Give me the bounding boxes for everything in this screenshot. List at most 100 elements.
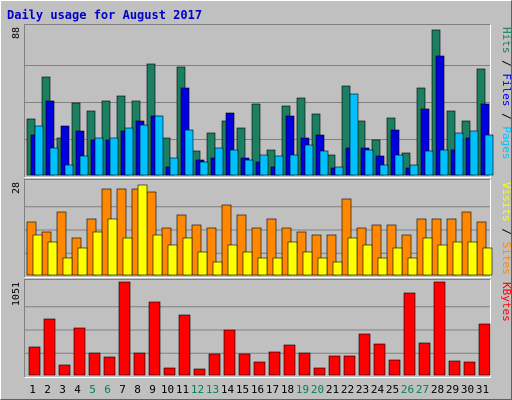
bar-kbytes-day-31 — [478, 323, 491, 376]
bar-pages-day-18 — [289, 154, 299, 176]
bar-sites-day-29 — [452, 241, 463, 276]
x-tick-label-day-15: 15 — [236, 383, 249, 396]
x-tick-label-day-29: 29 — [446, 383, 459, 396]
x-tick-label-day-25: 25 — [386, 383, 399, 396]
x-tick-label-day-31: 31 — [476, 383, 489, 396]
panel-bevel-dark — [24, 24, 491, 178]
panel-bevel-light — [24, 279, 491, 378]
bar-sites-day-30 — [467, 241, 478, 276]
x-tick-label-day-24: 24 — [371, 383, 385, 396]
x-tick-label-day-28: 28 — [431, 383, 444, 396]
bar-kbytes-day-15 — [238, 353, 251, 376]
bar-kbytes-day-12 — [193, 368, 206, 376]
bar-pages-day-3 — [64, 164, 74, 176]
bar-kbytes-day-18 — [283, 344, 296, 376]
bar-pages-day-15 — [244, 159, 254, 176]
x-tick-label-day-12: 12 — [191, 383, 204, 396]
x-tick-label-day-17: 17 — [266, 383, 279, 396]
bar-sites-day-10 — [167, 244, 178, 276]
bar-sites-day-9 — [152, 234, 163, 276]
bar-sites-day-13 — [212, 261, 223, 276]
bar-visits-day-22 — [341, 198, 352, 276]
bar-kbytes-day-19 — [298, 352, 311, 376]
bar-sites-day-23 — [362, 244, 373, 276]
bar-kbytes-day-16 — [253, 361, 266, 376]
bar-pages-day-8 — [139, 124, 149, 176]
panel-bevel-dark — [24, 279, 491, 378]
legend-item-visits: Visits — [500, 182, 512, 222]
bar-sites-day-12 — [197, 251, 208, 276]
legend-item-pages: Pages — [500, 126, 512, 159]
bar-sites-day-27 — [422, 237, 433, 276]
bar-sites-day-26 — [407, 257, 418, 276]
x-tick-label-day-11: 11 — [176, 383, 189, 396]
bar-visits-day-17 — [266, 218, 277, 276]
bar-kbytes-day-24 — [373, 343, 386, 376]
bar-pages-day-31 — [484, 134, 494, 176]
bar-sites-day-18 — [287, 241, 298, 276]
bar-sites-day-17 — [272, 257, 283, 276]
x-tick-label-day-16: 16 — [251, 383, 264, 396]
bar-kbytes-day-28 — [433, 281, 446, 376]
ymax-label: 28 — [11, 182, 22, 194]
legend-text: Visits / Sites — [500, 182, 512, 275]
bar-pages-day-9 — [154, 115, 164, 176]
bar-pages-day-10 — [169, 157, 179, 176]
x-tick-label-day-30: 30 — [461, 383, 474, 396]
bar-pages-day-27 — [424, 150, 434, 176]
ymax-label: 1051 — [11, 282, 22, 306]
x-tick-label-day-18: 18 — [281, 383, 294, 396]
x-tick-label-day-23: 23 — [356, 383, 369, 396]
x-tick-label-day-1: 1 — [29, 383, 36, 396]
x-tick-label-day-22: 22 — [341, 383, 354, 396]
bar-sites-day-4 — [77, 247, 88, 276]
bar-kbytes-day-23 — [358, 333, 371, 376]
bar-kbytes-day-3 — [58, 364, 71, 376]
bar-sites-day-20 — [317, 257, 328, 276]
bar-sites-day-19 — [302, 251, 313, 276]
bar-sites-day-3 — [62, 257, 73, 276]
bar-kbytes-day-26 — [403, 292, 416, 376]
x-tick-label-day-10: 10 — [161, 383, 174, 396]
bar-kbytes-day-14 — [223, 329, 236, 376]
chart-title: Daily usage for August 2017 — [7, 8, 202, 22]
bar-kbytes-day-9 — [148, 301, 161, 376]
bar-kbytes-day-5 — [88, 352, 101, 376]
legend-hits-files-pages: Hits / Files / Pages — [500, 27, 512, 160]
bar-kbytes-day-10 — [163, 367, 176, 376]
x-axis: 1 2 3 4 5 6 7 8 9 10 11 12 13 14 15 16 17 18 19 20 21 22 23 24 2… — [29, 383, 489, 396]
bar-kbytes-day-13 — [208, 353, 221, 376]
x-tick-label-day-13: 13 — [206, 383, 219, 396]
x-tick-label-day-26: 26 — [401, 383, 414, 396]
legend-item-hits: Hits — [500, 27, 512, 54]
bar-pages-day-13 — [214, 147, 224, 176]
panel-bevel-light — [24, 24, 491, 178]
bar-pages-day-1 — [34, 125, 44, 176]
bar-visits-day-13 — [206, 227, 217, 276]
ymax-label: 88 — [11, 27, 22, 39]
bar-sites-day-6 — [107, 218, 118, 276]
x-tick-label-day-4: 4 — [74, 383, 81, 396]
bar-kbytes-day-20 — [313, 367, 326, 376]
bar-pages-day-25 — [394, 154, 404, 176]
bar-kbytes-day-22 — [343, 355, 356, 376]
bar-kbytes-day-2 — [43, 318, 56, 376]
bar-pages-day-14 — [229, 149, 239, 176]
bar-kbytes-day-30 — [463, 361, 476, 376]
bar-sites-day-22 — [347, 237, 358, 276]
bar-pages-day-24 — [379, 164, 389, 176]
bar-kbytes-day-25 — [388, 359, 401, 376]
x-tick-label-day-2: 2 — [44, 383, 51, 396]
panel-hits-files-pages: 88 Hits / Files / Pages — [11, 24, 512, 178]
x-tick-label-day-19: 19 — [296, 383, 309, 396]
bar-pages-day-6 — [109, 137, 119, 176]
panel-kbytes: 1051 KBytes — [11, 279, 512, 378]
bar-visits-day-14 — [221, 204, 232, 276]
bar-pages-day-4 — [79, 155, 89, 176]
bar-kbytes-day-7 — [118, 281, 131, 376]
legend-separator: / — [500, 222, 512, 242]
x-tick-label-day-5: 5 — [89, 383, 96, 396]
legend-text: Hits / Files / Pages — [500, 27, 512, 160]
